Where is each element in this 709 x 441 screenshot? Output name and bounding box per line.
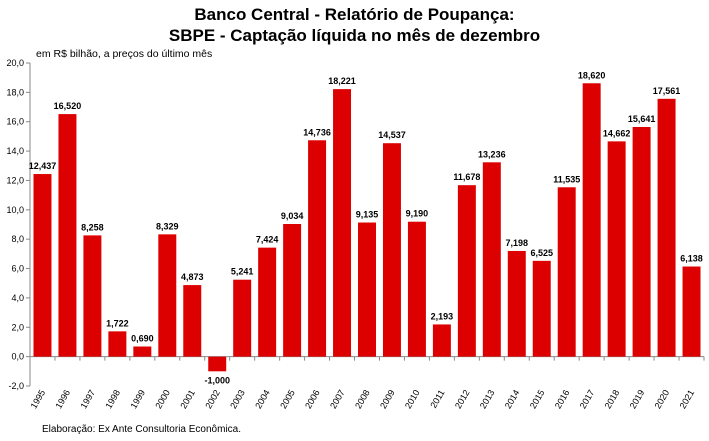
data-label: 14,537 <box>378 130 406 140</box>
data-label: 9,135 <box>356 210 379 220</box>
bar-2014 <box>507 250 526 357</box>
data-label: 8,329 <box>156 221 179 231</box>
y-axis-unit-label: em R$ bilhão, a preços do último mês <box>36 48 213 60</box>
x-tick-label: 1997 <box>78 388 97 410</box>
data-label: 2,193 <box>431 311 454 321</box>
bar-2020 <box>657 98 676 357</box>
x-tick-label: 2019 <box>628 388 647 410</box>
data-label: 9,190 <box>406 209 429 219</box>
bar-2004 <box>258 247 277 357</box>
x-tick-label: 2014 <box>503 388 522 410</box>
y-tick-label: 12,0 <box>6 175 24 185</box>
bar-1995 <box>33 174 52 357</box>
bar-1997 <box>83 235 102 357</box>
data-label: 7,424 <box>256 235 279 245</box>
data-label: 13,236 <box>478 149 506 159</box>
bar-2009 <box>382 143 401 357</box>
bar-2019 <box>632 126 651 357</box>
y-tick-label: 4,0 <box>11 293 24 303</box>
bar-2015 <box>532 260 551 357</box>
data-label: 0,690 <box>131 334 154 344</box>
data-label: 17,561 <box>653 86 681 96</box>
bar-2001 <box>183 285 202 357</box>
data-label: -1,000 <box>204 375 230 385</box>
x-tick-label: 2005 <box>278 388 297 410</box>
x-tick-label: 2020 <box>653 388 672 410</box>
bar-2006 <box>308 140 327 357</box>
x-tick-label: 2004 <box>253 388 272 410</box>
bar-2007 <box>333 89 352 357</box>
bar-1996 <box>58 114 77 357</box>
x-tick-label: 1996 <box>54 388 73 410</box>
y-tick-label: 8,0 <box>11 234 24 244</box>
x-tick-label: 2012 <box>453 388 472 410</box>
x-tick-label: 2018 <box>603 388 622 410</box>
data-label: 6,138 <box>680 254 703 264</box>
data-label: 14,736 <box>303 127 331 137</box>
x-tick-label: 2006 <box>303 388 322 410</box>
bar-2017 <box>582 83 601 357</box>
x-tick-label: 2017 <box>578 388 597 410</box>
bar-2010 <box>407 221 426 357</box>
x-tick-label: 2000 <box>153 388 172 410</box>
bar-2013 <box>482 162 501 357</box>
x-tick-label: 2016 <box>553 388 572 410</box>
x-tick-label: 2008 <box>353 388 372 410</box>
y-tick-label: -2,0 <box>8 381 24 391</box>
data-label: 11,535 <box>553 174 580 184</box>
data-label: 8,258 <box>81 222 104 232</box>
chart-subtitle: SBPE - Captação líquida no mês de dezemb… <box>168 26 541 45</box>
y-tick-label: 14,0 <box>6 146 24 156</box>
bar-2021 <box>682 266 701 357</box>
data-label: 12,437 <box>29 161 57 171</box>
bar-2005 <box>283 224 302 357</box>
y-tick-label: 10,0 <box>6 205 24 215</box>
bar-2000 <box>158 234 177 357</box>
y-tick-label: 20,0 <box>6 58 24 68</box>
y-tick-label: 0,0 <box>11 352 24 362</box>
source-note: Elaboração: Ex Ante Consultoria Econômic… <box>42 424 241 435</box>
y-tick-label: 18,0 <box>6 87 24 97</box>
bar-2008 <box>358 222 376 357</box>
bar-2018 <box>607 141 626 357</box>
x-tick-label: 2003 <box>228 388 247 410</box>
data-label: 4,873 <box>181 272 204 282</box>
data-label: 5,241 <box>231 267 254 277</box>
chart-title: Banco Central - Relatório de Poupança: <box>194 5 515 24</box>
x-tick-label: 2021 <box>678 388 697 410</box>
data-label: 18,620 <box>578 70 606 80</box>
x-tick-label: 2007 <box>328 388 347 410</box>
x-tick-label: 2001 <box>178 388 197 410</box>
bar-2012 <box>457 185 476 357</box>
bar-1999 <box>133 346 152 357</box>
data-label: 15,641 <box>628 114 656 124</box>
data-label: 9,034 <box>281 211 304 221</box>
x-tick-label: 2011 <box>428 388 446 410</box>
bar-2002 <box>208 356 227 372</box>
y-tick-label: 2,0 <box>11 322 24 332</box>
x-tick-label: 2002 <box>203 388 222 410</box>
x-tick-label: 1999 <box>128 388 147 410</box>
data-label: 11,678 <box>453 172 480 182</box>
data-label: 18,221 <box>328 76 356 86</box>
y-tick-label: 16,0 <box>6 117 24 127</box>
x-tick-label: 2010 <box>403 388 422 410</box>
data-label: 14,662 <box>603 128 631 138</box>
x-tick-label: 2013 <box>478 388 497 410</box>
x-tick-label: 1995 <box>29 388 48 410</box>
x-tick-label: 2009 <box>378 388 397 410</box>
data-label: 1,722 <box>106 318 129 328</box>
bar-2016 <box>557 187 576 357</box>
y-tick-label: 6,0 <box>11 264 24 274</box>
bar-2003 <box>233 279 252 357</box>
data-label: 6,525 <box>530 248 553 258</box>
bar-2011 <box>432 324 451 357</box>
data-label: 16,520 <box>54 101 82 111</box>
x-tick-label: 1998 <box>103 388 122 410</box>
bar-1998 <box>108 331 127 357</box>
x-tick-label: 2015 <box>528 388 547 410</box>
data-label: 7,198 <box>506 238 529 248</box>
